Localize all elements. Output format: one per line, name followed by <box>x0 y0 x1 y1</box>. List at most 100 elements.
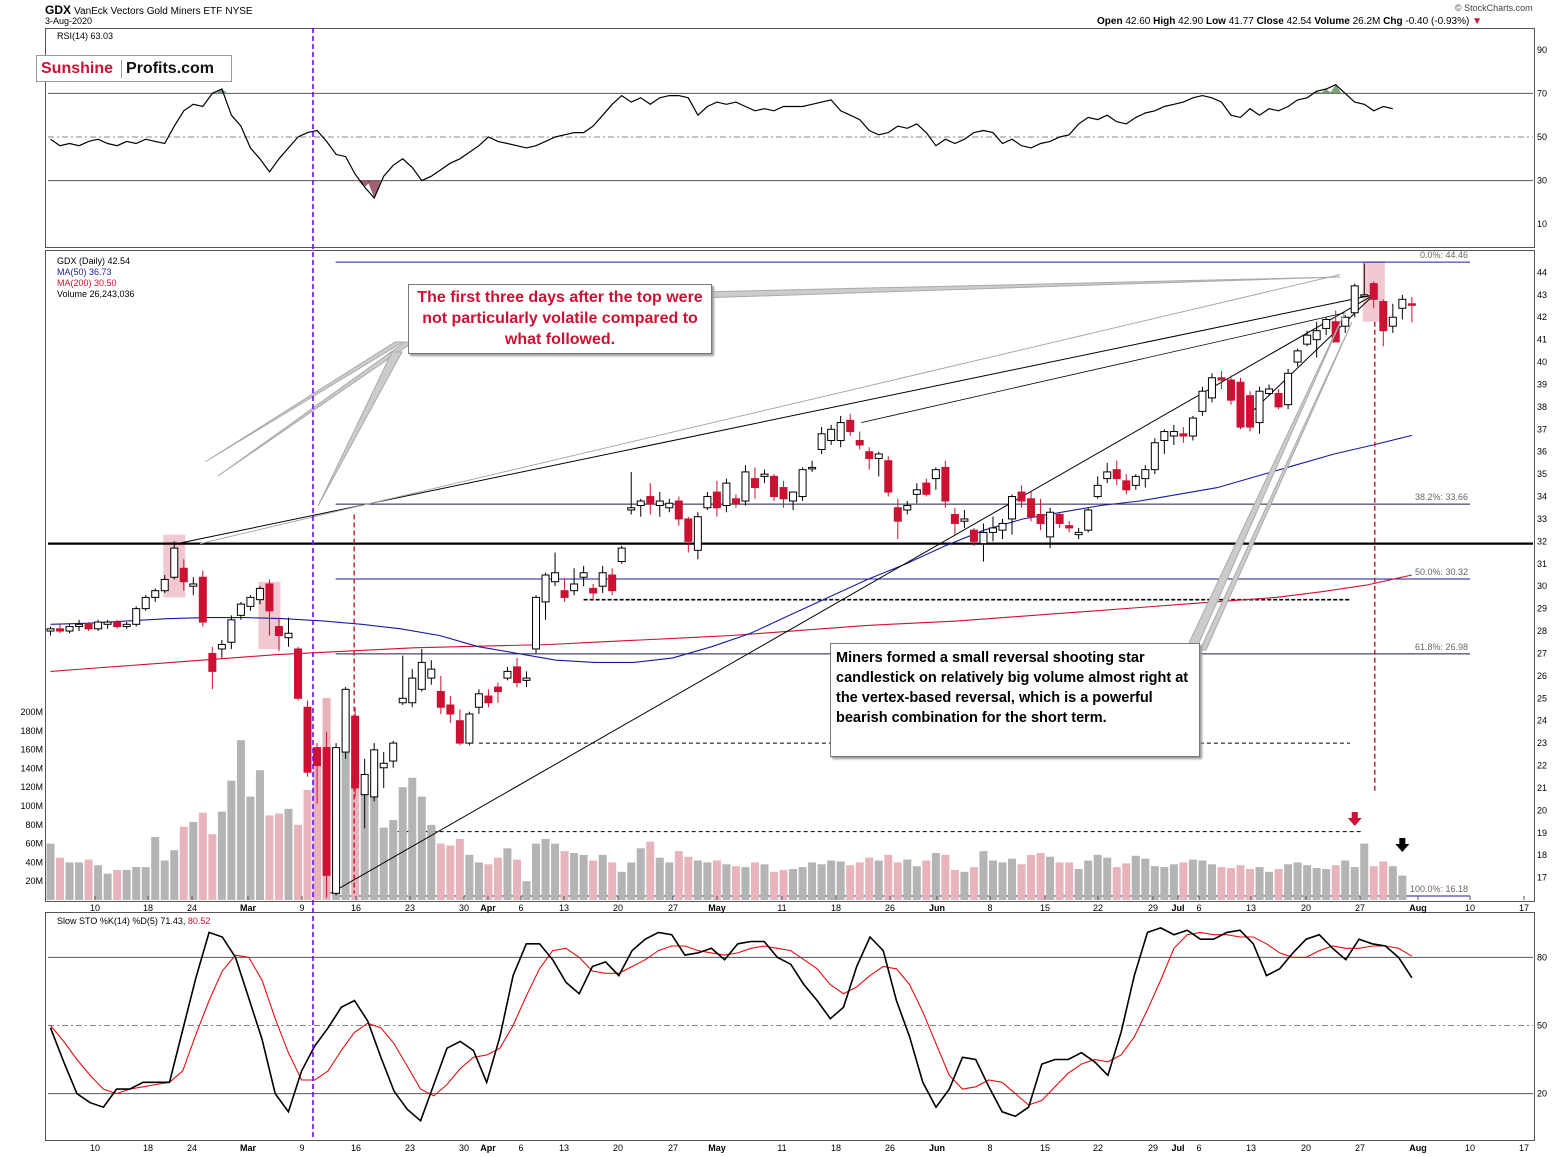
sto-x-tick-label: May <box>708 1143 726 1153</box>
candle-body <box>969 529 978 542</box>
volume-bar <box>303 790 312 900</box>
volume-bar <box>198 812 207 900</box>
candle-body <box>627 507 636 511</box>
ma50-legend: MA(50) 36.73 <box>57 267 112 277</box>
volume-bar <box>1198 860 1207 900</box>
candle-body <box>1274 392 1283 408</box>
candle-body <box>836 422 845 442</box>
candle-body <box>436 691 445 708</box>
candle-body <box>1065 525 1074 529</box>
price-x-tick-label: 11 <box>777 903 786 913</box>
candle-body <box>113 621 122 628</box>
volume-bar <box>808 862 817 900</box>
candle-body <box>227 619 236 643</box>
candle-body <box>541 574 550 603</box>
candle-body <box>103 621 112 625</box>
volume-bar <box>703 862 712 900</box>
candle-body <box>598 572 607 587</box>
candle-body <box>674 500 683 520</box>
sto-x-tick-label: Mar <box>240 1143 257 1153</box>
sto-tick-label: 50 <box>1537 1021 1547 1031</box>
volume-bar <box>1017 864 1026 900</box>
volume-bar <box>541 838 550 900</box>
volume-bar <box>1379 861 1388 900</box>
price-tick-label: 24 <box>1537 716 1547 726</box>
volume-bar <box>217 811 226 900</box>
price-x-tick-label: Jul <box>1171 903 1184 913</box>
volume-bar <box>1141 858 1150 900</box>
volume-bar <box>1331 865 1340 900</box>
volume-bar <box>846 865 855 900</box>
price-x-tick-label: 6 <box>518 903 523 913</box>
volume-bar <box>674 851 683 900</box>
volume-bar <box>408 777 417 900</box>
volume-bar <box>1369 866 1378 900</box>
candle-body <box>884 460 893 493</box>
candle-body <box>141 596 150 610</box>
chart-header: GDX VanEck Vectors Gold Miners ETF NYSE <box>45 3 253 17</box>
ma200-legend: MA(200) 30.50 <box>57 278 117 288</box>
volume-bar <box>103 873 112 900</box>
candle-body <box>151 590 160 598</box>
volume-bar <box>170 850 179 900</box>
sto-x-tick-label: 15 <box>1040 1143 1050 1153</box>
sto-x-tick-label: 22 <box>1093 1143 1103 1153</box>
volume-bar <box>1036 853 1045 900</box>
symbol: GDX <box>45 3 72 17</box>
volume-bar <box>1008 858 1017 900</box>
price-x-tick-label: May <box>708 903 726 913</box>
sto-x-tick-label: 11 <box>777 1143 786 1153</box>
volume-bar <box>84 859 93 900</box>
candle-body <box>988 527 997 533</box>
price-tick-label: 31 <box>1537 559 1547 569</box>
candle-body <box>351 715 360 789</box>
annotation-pointer <box>204 341 405 463</box>
candle-body <box>1112 469 1121 480</box>
candle-body <box>522 677 531 681</box>
open-value: 42.60 <box>1125 16 1151 27</box>
fib-label: 0.0%: 44.46 <box>1420 250 1468 260</box>
candle-body <box>1284 372 1293 406</box>
volume-bar <box>903 859 912 900</box>
annotation-pointer <box>317 351 403 507</box>
candle-body <box>931 469 940 480</box>
chg-label: Chg <box>1383 16 1403 27</box>
price-x-tick-label: 24 <box>187 903 197 913</box>
sto-legend-value: 80.52 <box>187 916 211 926</box>
candle-body <box>1122 480 1131 491</box>
volume-bar <box>741 867 750 900</box>
volume-bar <box>436 843 445 900</box>
volume-bar <box>1350 867 1359 900</box>
volume-bar <box>351 772 360 900</box>
volume-bar <box>912 866 921 900</box>
down-triangle-icon: ▼ <box>1472 16 1482 27</box>
candle-body <box>693 516 702 551</box>
candle-body <box>1398 298 1407 309</box>
volume-bar <box>1388 866 1397 900</box>
price-tick-label: 37 <box>1537 424 1547 434</box>
volume-bar <box>255 770 264 900</box>
rsi-tick-label: 50 <box>1537 132 1547 142</box>
volume-bar <box>427 824 436 900</box>
volume-bar <box>484 864 493 900</box>
price-tick-label: 17 <box>1537 873 1547 883</box>
price-tick-label: 29 <box>1537 604 1547 614</box>
price-x-tick-label: 10 <box>90 903 100 913</box>
volume-bar <box>722 864 731 900</box>
security-name: VanEck Vectors Gold Miners ETF <box>74 6 223 17</box>
chg-value: -0.40 (-0.93%) <box>1405 16 1470 27</box>
volume-bar <box>570 853 579 900</box>
sto-x-tick-label: 20 <box>613 1143 623 1153</box>
candle-body <box>1226 379 1235 401</box>
sto-x-tick-label: 20 <box>1301 1143 1311 1153</box>
candle-body <box>503 670 512 679</box>
volume-bar <box>1027 854 1036 900</box>
volume-bar <box>379 827 388 900</box>
volume-bar <box>836 861 845 900</box>
candle-body <box>236 603 245 616</box>
sto-tick-label: 80 <box>1537 952 1547 962</box>
volume-tick-label: 120M <box>20 782 43 792</box>
volume-bar <box>1179 862 1188 900</box>
price-x-tick-label: 27 <box>668 903 678 913</box>
